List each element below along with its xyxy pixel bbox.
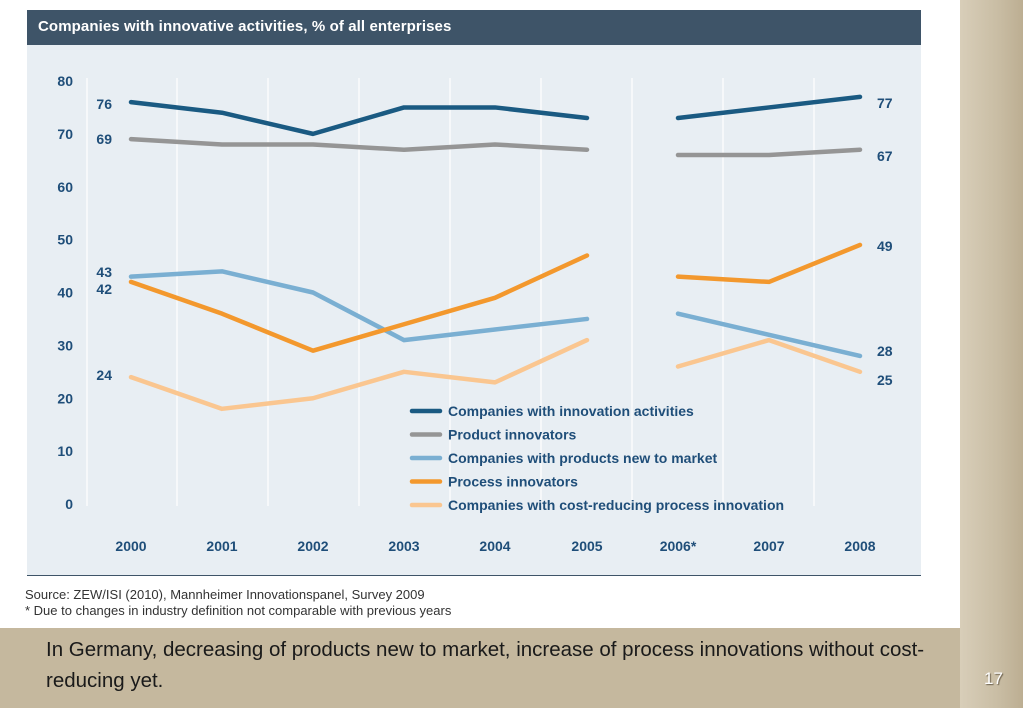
start-value-label: 43 xyxy=(96,264,112,280)
legend-label: Product innovators xyxy=(448,427,577,443)
y-tick-label: 70 xyxy=(57,126,73,142)
y-tick-label: 10 xyxy=(57,443,73,459)
chart-panel xyxy=(27,45,921,575)
series-line-1-post-break xyxy=(675,147,863,158)
chart-title: Companies with innovative activities, % … xyxy=(38,18,452,35)
start-value-label: 76 xyxy=(96,96,112,112)
x-tick-label: 2000 xyxy=(115,538,146,554)
page-number: 17 xyxy=(984,669,1003,688)
source-line: Source: ZEW/ISI (2010), Mannheimer Innov… xyxy=(25,587,425,602)
end-value-label: 28 xyxy=(877,343,893,359)
x-tick-label: 2005 xyxy=(571,538,602,554)
x-tick-label: 2008 xyxy=(844,538,875,554)
end-value-label: 77 xyxy=(877,95,893,111)
chart-header: Companies with innovative activities, % … xyxy=(27,10,921,45)
x-tick-label: 2003 xyxy=(388,538,419,554)
series-line-0-post-break xyxy=(675,94,863,121)
x-tick-label: 2001 xyxy=(206,538,237,554)
start-value-label: 42 xyxy=(96,281,112,297)
legend-label: Companies with cost-reducing process inn… xyxy=(448,497,784,513)
y-tick-label: 50 xyxy=(57,232,73,248)
y-tick-label: 80 xyxy=(57,73,73,89)
y-tick-label: 60 xyxy=(57,179,73,195)
x-tick-label: 2007 xyxy=(753,538,784,554)
y-tick-label: 20 xyxy=(57,390,73,406)
y-tick-label: 0 xyxy=(65,496,73,512)
legend-label: Companies with innovation activities xyxy=(448,403,694,419)
chart-image: Companies with innovative activities, % … xyxy=(0,0,960,628)
end-value-label: 49 xyxy=(877,238,893,254)
footnote-line: * Due to changes in industry definition … xyxy=(25,603,452,618)
series-line-0 xyxy=(128,99,590,137)
chart-bottom-rule xyxy=(27,575,921,576)
x-tick-label: 2004 xyxy=(479,538,510,554)
series-line-4 xyxy=(128,337,590,412)
y-tick-label: 40 xyxy=(57,285,73,301)
source-note: Source: ZEW/ISI (2010), Mannheimer Innov… xyxy=(25,587,451,619)
series-line-1 xyxy=(128,136,590,152)
series-line-2 xyxy=(128,269,590,343)
x-tick-label: 2002 xyxy=(297,538,328,554)
end-value-label: 67 xyxy=(877,148,893,164)
slide-side-strip xyxy=(960,0,1023,708)
series-line-3 xyxy=(128,253,590,353)
legend-label: Companies with products new to market xyxy=(448,450,717,466)
series-line-3-post-break xyxy=(675,242,863,285)
series-line-2-post-break xyxy=(675,311,863,359)
start-value-label: 24 xyxy=(96,367,112,383)
y-tick-label: 30 xyxy=(57,337,73,353)
line-chart: 0 10 20 30 40 50 60 70 80 2000 2001 2002 2003 2004 200… xyxy=(57,73,893,554)
slide-caption: In Germany, decreasing of products new t… xyxy=(46,638,925,692)
series-line-4-post-break xyxy=(675,337,863,375)
start-value-label: 69 xyxy=(96,131,112,147)
end-value-label: 25 xyxy=(877,372,893,388)
legend-label: Process innovators xyxy=(448,474,578,490)
x-tick-label: 2006* xyxy=(660,538,697,554)
